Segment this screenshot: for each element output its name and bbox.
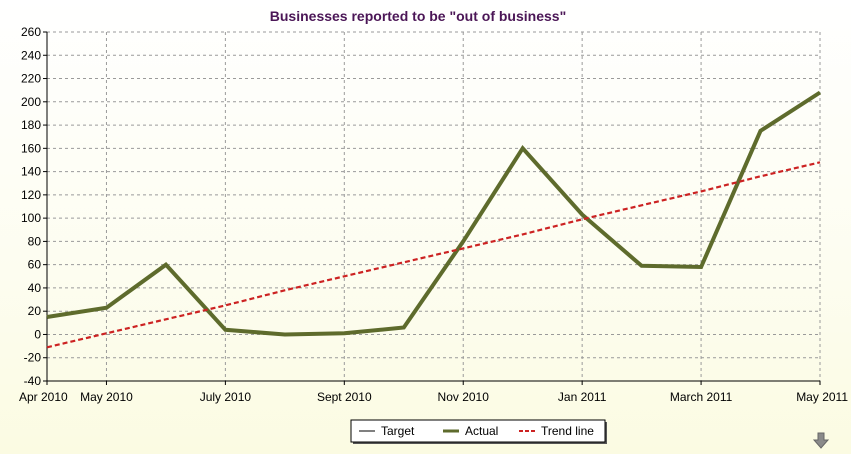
legend-label-actual[interactable]: Actual xyxy=(465,424,498,438)
legend[interactable]: Target Actual Trend line xyxy=(350,419,607,444)
x-tick-label: March 2011 xyxy=(670,390,733,404)
y-tick-label: 160 xyxy=(21,141,41,155)
y-tick-label: 180 xyxy=(21,118,41,132)
y-tick-label: 200 xyxy=(21,95,41,109)
y-tick-label: 100 xyxy=(21,211,41,225)
x-tick-label: Jan 2011 xyxy=(558,390,607,404)
x-tick-label: Sept 2010 xyxy=(317,390,372,404)
x-tick-label: May 2011 xyxy=(796,390,848,404)
y-tick-label: 220 xyxy=(21,72,41,86)
download-arrow-icon[interactable] xyxy=(812,432,830,450)
y-tick-label: 40 xyxy=(28,281,42,295)
y-tick-label: 260 xyxy=(21,25,41,39)
y-tick-label: 140 xyxy=(21,165,41,179)
y-axis-ticks: -40 -20 0 20 40 60 80 100 120 140 160 180 200 220 240 2… xyxy=(21,25,47,388)
series-group xyxy=(46,90,822,349)
legend-box xyxy=(350,419,606,443)
x-tick-label: Nov 2010 xyxy=(438,390,490,404)
x-axis-ticks: Apr 2010 May 2010 July 2010 Sept 2010 Nov 20… xyxy=(19,381,848,404)
series-line-actual xyxy=(46,90,822,337)
chart-title: Businesses reported to be "out of busine… xyxy=(270,8,566,24)
legend-label-trend-line[interactable]: Trend line xyxy=(541,424,594,438)
series-line-trend-line xyxy=(46,161,821,349)
x-tick-label: July 2010 xyxy=(200,390,252,404)
y-tick-label: 240 xyxy=(21,48,41,62)
y-tick-label: -40 xyxy=(24,374,42,388)
legend-label-target[interactable]: Target xyxy=(381,424,415,438)
x-tick-label: Apr 2010 xyxy=(19,390,68,404)
y-tick-label: 20 xyxy=(28,304,42,318)
y-tick-label: 0 xyxy=(34,327,41,341)
y-tick-label: -20 xyxy=(24,351,42,365)
y-tick-label: 120 xyxy=(21,188,41,202)
y-tick-label: 60 xyxy=(28,258,42,272)
x-tick-label: May 2010 xyxy=(80,390,133,404)
y-tick-label: 80 xyxy=(28,234,42,248)
axes xyxy=(46,32,820,382)
grid xyxy=(47,31,821,382)
